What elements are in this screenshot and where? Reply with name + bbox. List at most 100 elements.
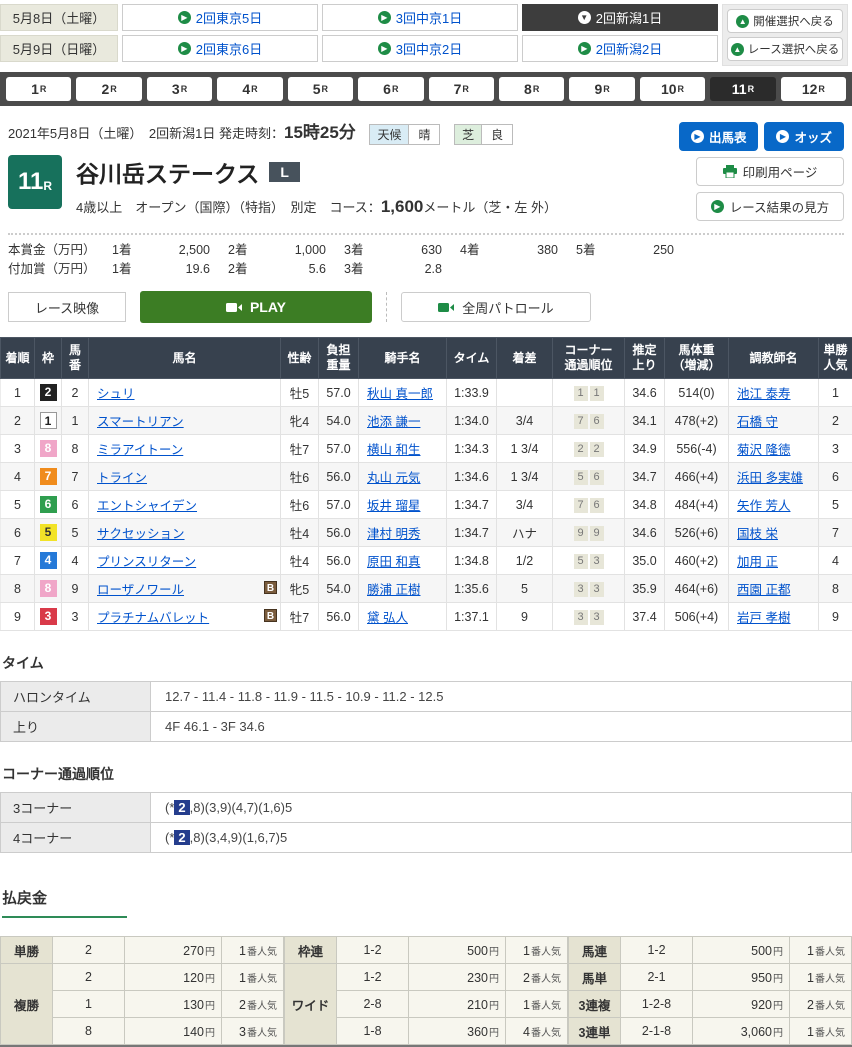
- jockey-name-link[interactable]: 原田 和真: [367, 555, 420, 569]
- favorite-suffix: 番人気: [815, 947, 845, 958]
- frame-number-badge: 8: [40, 580, 57, 597]
- patrol-video-button[interactable]: 全周パトロール: [401, 292, 591, 322]
- jockey-name-link[interactable]: 池添 謙一: [367, 415, 420, 429]
- result-guide-button[interactable]: ▶ レース結果の見方: [696, 192, 844, 221]
- trainer-name-link[interactable]: 矢作 芳人: [737, 499, 790, 513]
- horse-number: 2: [62, 379, 89, 407]
- print-button-label: 印刷用ページ: [743, 162, 818, 181]
- column-header: 着順: [1, 338, 35, 379]
- horse-name-link[interactable]: プリンスリターン: [97, 555, 196, 569]
- corner-position-badge: 6: [590, 498, 604, 513]
- print-page-button[interactable]: 印刷用ページ: [696, 157, 844, 186]
- combination: 1-2-8: [621, 991, 693, 1018]
- horse-name-link[interactable]: エントシャイデン: [97, 499, 197, 513]
- jockey-name-link[interactable]: 横山 和生: [367, 443, 420, 457]
- nav-link-niigata-day2[interactable]: ▶ 2回新潟2日: [522, 35, 718, 62]
- trainer-name-link[interactable]: 池江 泰寿: [737, 387, 790, 401]
- jockey-name-link[interactable]: 秋山 真一郎: [367, 387, 433, 401]
- nav-link-chukyo-day1[interactable]: ▶ 3回中京1日: [322, 4, 518, 31]
- combination: 8: [53, 1018, 125, 1045]
- finish-time: 1:34.7: [447, 491, 497, 519]
- nav-link-tokyo-day5[interactable]: ▶ 2回東京5日: [122, 4, 318, 31]
- horse-name-link[interactable]: シュリ: [97, 387, 135, 401]
- prize-value: 380: [496, 241, 558, 260]
- bet-type-label: 馬連: [569, 937, 621, 964]
- furlong-time-label: ハロンタイム: [1, 682, 151, 712]
- winner-highlight: 2: [174, 830, 189, 845]
- race-tab-suffix: R: [251, 84, 258, 94]
- jockey-cell: 原田 和真: [359, 547, 447, 575]
- course-distance: 1,600: [381, 197, 424, 216]
- play-video-button[interactable]: PLAY: [140, 291, 372, 323]
- estimated-last-3f: 34.8: [625, 491, 665, 519]
- trainer-name-link[interactable]: 国枝 栄: [737, 527, 778, 541]
- added-prize-label: 付加賞（万円）: [8, 260, 112, 279]
- frame-number-badge: 8: [40, 440, 57, 457]
- horse-name-link[interactable]: スマートリアン: [97, 415, 184, 429]
- estimated-last-3f: 35.0: [625, 547, 665, 575]
- trainer-name-link[interactable]: 西園 正都: [737, 583, 790, 597]
- bet-type-label: 馬単: [569, 964, 621, 991]
- horse-name-link[interactable]: トライン: [97, 471, 147, 485]
- race-title-block: 谷川岳ステークス L 4歳以上 オープン（国際）（特指） 別定 コース：1,60…: [76, 155, 557, 217]
- corner-position-badge: 3: [590, 554, 604, 569]
- back-to-race-select-button[interactable]: ▲ レース選択へ戻る: [727, 37, 843, 61]
- horse-name-link[interactable]: ローザノワール: [97, 583, 184, 597]
- favorite-rank: 2番人気: [222, 991, 284, 1018]
- trainer-name-link[interactable]: 加用 正: [737, 555, 778, 569]
- jockey-name-link[interactable]: 勝浦 正樹: [367, 583, 420, 597]
- combination: 1: [53, 991, 125, 1018]
- conditions-text: 4歳以上 オープン（国際）（特指） 別定: [76, 200, 329, 215]
- race-tab-number: 1: [31, 81, 39, 97]
- estimated-last-3f: 35.9: [625, 575, 665, 603]
- trainer-name-link[interactable]: 菊沢 隆徳: [737, 443, 790, 457]
- trainer-name-link[interactable]: 浜田 多実雄: [737, 471, 803, 485]
- yen-suffix: 円: [773, 1001, 783, 1012]
- race-tab-suffix: R: [322, 84, 329, 94]
- win-favorite-rank: 4: [819, 547, 852, 575]
- horse-number: 6: [62, 491, 89, 519]
- jockey-name-link[interactable]: 黛 弘人: [367, 611, 408, 625]
- payout-title-text: 払戻金: [2, 887, 127, 918]
- nav-link-chukyo-day2[interactable]: ▶ 3回中京2日: [322, 35, 518, 62]
- nav-link-tokyo-day6[interactable]: ▶ 2回東京6日: [122, 35, 318, 62]
- odds-button[interactable]: ▶ オッズ: [764, 122, 844, 151]
- trainer-name-link[interactable]: 石橋 守: [737, 415, 778, 429]
- jockey-name-link[interactable]: 津村 明秀: [367, 527, 420, 541]
- nav-link-label: 2回東京5日: [196, 8, 262, 27]
- corner-order-text: ,8)(3,4,9)(1,6,7)5: [190, 830, 288, 845]
- favorite-suffix: 番人気: [531, 974, 561, 985]
- jockey-name-link[interactable]: 坂井 瑠星: [367, 499, 420, 513]
- frame-cell: 3: [35, 603, 62, 631]
- trainer-cell: 加用 正: [729, 547, 819, 575]
- margin: 3/4: [497, 491, 553, 519]
- trainer-name-link[interactable]: 岩戸 孝樹: [737, 611, 790, 625]
- yen-suffix: 円: [489, 1028, 499, 1039]
- win-favorite-rank: 9: [819, 603, 852, 631]
- back-to-meeting-select-button[interactable]: ▲ 開催選択へ戻る: [727, 9, 843, 33]
- horse-number: 4: [62, 547, 89, 575]
- entries-button[interactable]: ▶ 出馬表: [679, 122, 759, 151]
- corner-position-badge: 9: [574, 526, 588, 541]
- horse-name-link[interactable]: ミラアイトーン: [97, 443, 183, 457]
- nav-link-niigata-day1-active[interactable]: ▼ 2回新潟1日: [522, 4, 718, 31]
- jockey-cell: 横山 和生: [359, 435, 447, 463]
- horse-name-link[interactable]: サクセッション: [97, 527, 185, 541]
- horse-name-link[interactable]: プラチナムバレット: [97, 611, 209, 625]
- corner-position-badge: 3: [574, 610, 588, 625]
- jockey-name-link[interactable]: 丸山 元気: [367, 471, 420, 485]
- race-date-line: 2021年5月8日（土曜） 2回新潟1日 発走時刻：15時25分 天候晴 芝良: [8, 118, 557, 145]
